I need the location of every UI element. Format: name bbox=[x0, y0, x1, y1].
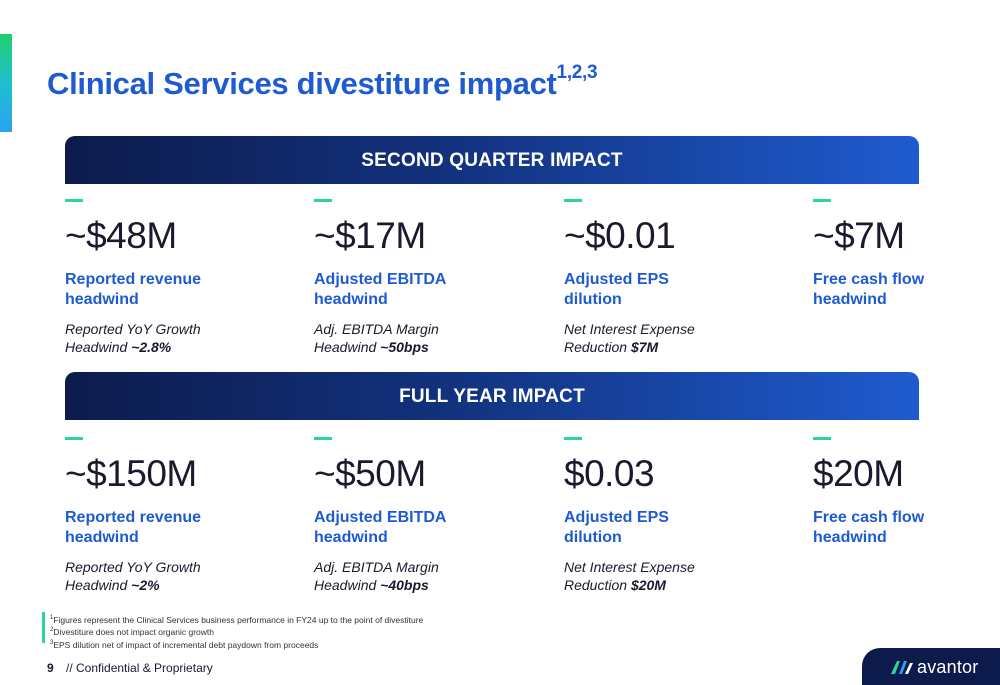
q-fcf-metric: ~$7M Free cash flow headwind bbox=[813, 199, 1000, 310]
fy-eps-metric: $0.03 Adjusted EPS dilution Net Interest … bbox=[564, 437, 784, 594]
confidential-label: // Confidential & Proprietary bbox=[66, 661, 213, 675]
fy-fcf-metric: $20M Free cash flow headwind bbox=[813, 437, 1000, 548]
metric-dash bbox=[314, 437, 332, 440]
fy-ebitda-metric: ~$50M Adjusted EBITDA headwind Adj. EBITD… bbox=[314, 437, 534, 594]
metric-label: Adjusted EPS dilution bbox=[564, 271, 669, 308]
fy-revenue-metric: ~$150M Reported revenue headwind Reported… bbox=[65, 437, 285, 594]
metric-value: ~$48M bbox=[65, 215, 177, 256]
metric-label: Adjusted EPS dilution bbox=[564, 509, 669, 546]
avantor-logo: avantor bbox=[862, 648, 1000, 685]
metric-detail: Adj. EBITDA Margin Headwind ~40bps bbox=[314, 559, 439, 593]
metric-detail: Reported YoY Growth Headwind ~2% bbox=[65, 559, 201, 593]
metric-dash bbox=[564, 437, 582, 440]
metric-detail: Reported YoY Growth Headwind ~2.8% bbox=[65, 321, 201, 355]
footnote-1: 1Figures represent the Clinical Services… bbox=[50, 614, 424, 625]
metric-value: $20M bbox=[813, 453, 904, 494]
metric-label: Free cash flow headwind bbox=[813, 509, 925, 546]
q-eps-metric: ~$0.01 Adjusted EPS dilution Net Interest… bbox=[564, 199, 784, 356]
metric-value: ~$150M bbox=[65, 453, 197, 494]
brand-name: avantor bbox=[917, 657, 979, 677]
metric-dash bbox=[813, 199, 831, 202]
metric-label: Adjusted EBITDA headwind bbox=[314, 271, 447, 308]
q-ebitda-metric: ~$17M Adjusted EBITDA headwind Adj. EBITD… bbox=[314, 199, 534, 356]
metric-dash bbox=[564, 199, 582, 202]
metric-dash bbox=[65, 437, 83, 440]
metric-detail: Net Interest Expense Reduction $7M bbox=[564, 321, 695, 355]
metric-label: Reported revenue headwind bbox=[65, 271, 202, 308]
metric-label: Adjusted EBITDA headwind bbox=[314, 509, 447, 546]
metric-label: Reported revenue headwind bbox=[65, 509, 202, 546]
page-number: 9 bbox=[47, 661, 54, 675]
metric-dash bbox=[65, 199, 83, 202]
metric-value: ~$50M bbox=[314, 453, 426, 494]
footnote-3: 3EPS dilution net of impact of increment… bbox=[50, 639, 319, 650]
avantor-mark-icon bbox=[891, 661, 913, 674]
footnote-2: 2Divestiture does not impact organic gro… bbox=[50, 627, 214, 638]
metric-detail: Net Interest Expense Reduction $20M bbox=[564, 559, 695, 593]
title-footnote-refs: 1,2,3 bbox=[556, 62, 598, 83]
metric-value: $0.03 bbox=[564, 453, 655, 494]
metric-value: ~$17M bbox=[314, 215, 426, 256]
metric-label: Free cash flow headwind bbox=[813, 271, 925, 308]
page-title: Clinical Services divestiture impact1,2,… bbox=[47, 62, 598, 101]
metric-detail: Adj. EBITDA Margin Headwind ~50bps bbox=[314, 321, 439, 355]
metric-value: ~$7M bbox=[813, 215, 905, 256]
q-revenue-metric: ~$48M Reported revenue headwind Reported … bbox=[65, 199, 285, 356]
metric-dash bbox=[314, 199, 332, 202]
accent-edge-bar bbox=[0, 34, 12, 132]
footnote-accent-bar bbox=[42, 612, 45, 643]
metric-value: ~$0.01 bbox=[564, 215, 676, 256]
second-quarter-banner: SECOND QUARTER IMPACT bbox=[65, 136, 919, 184]
full-year-banner: FULL YEAR IMPACT bbox=[65, 372, 919, 420]
footnotes: 1Figures represent the Clinical Services… bbox=[50, 613, 423, 650]
metric-dash bbox=[813, 437, 831, 440]
